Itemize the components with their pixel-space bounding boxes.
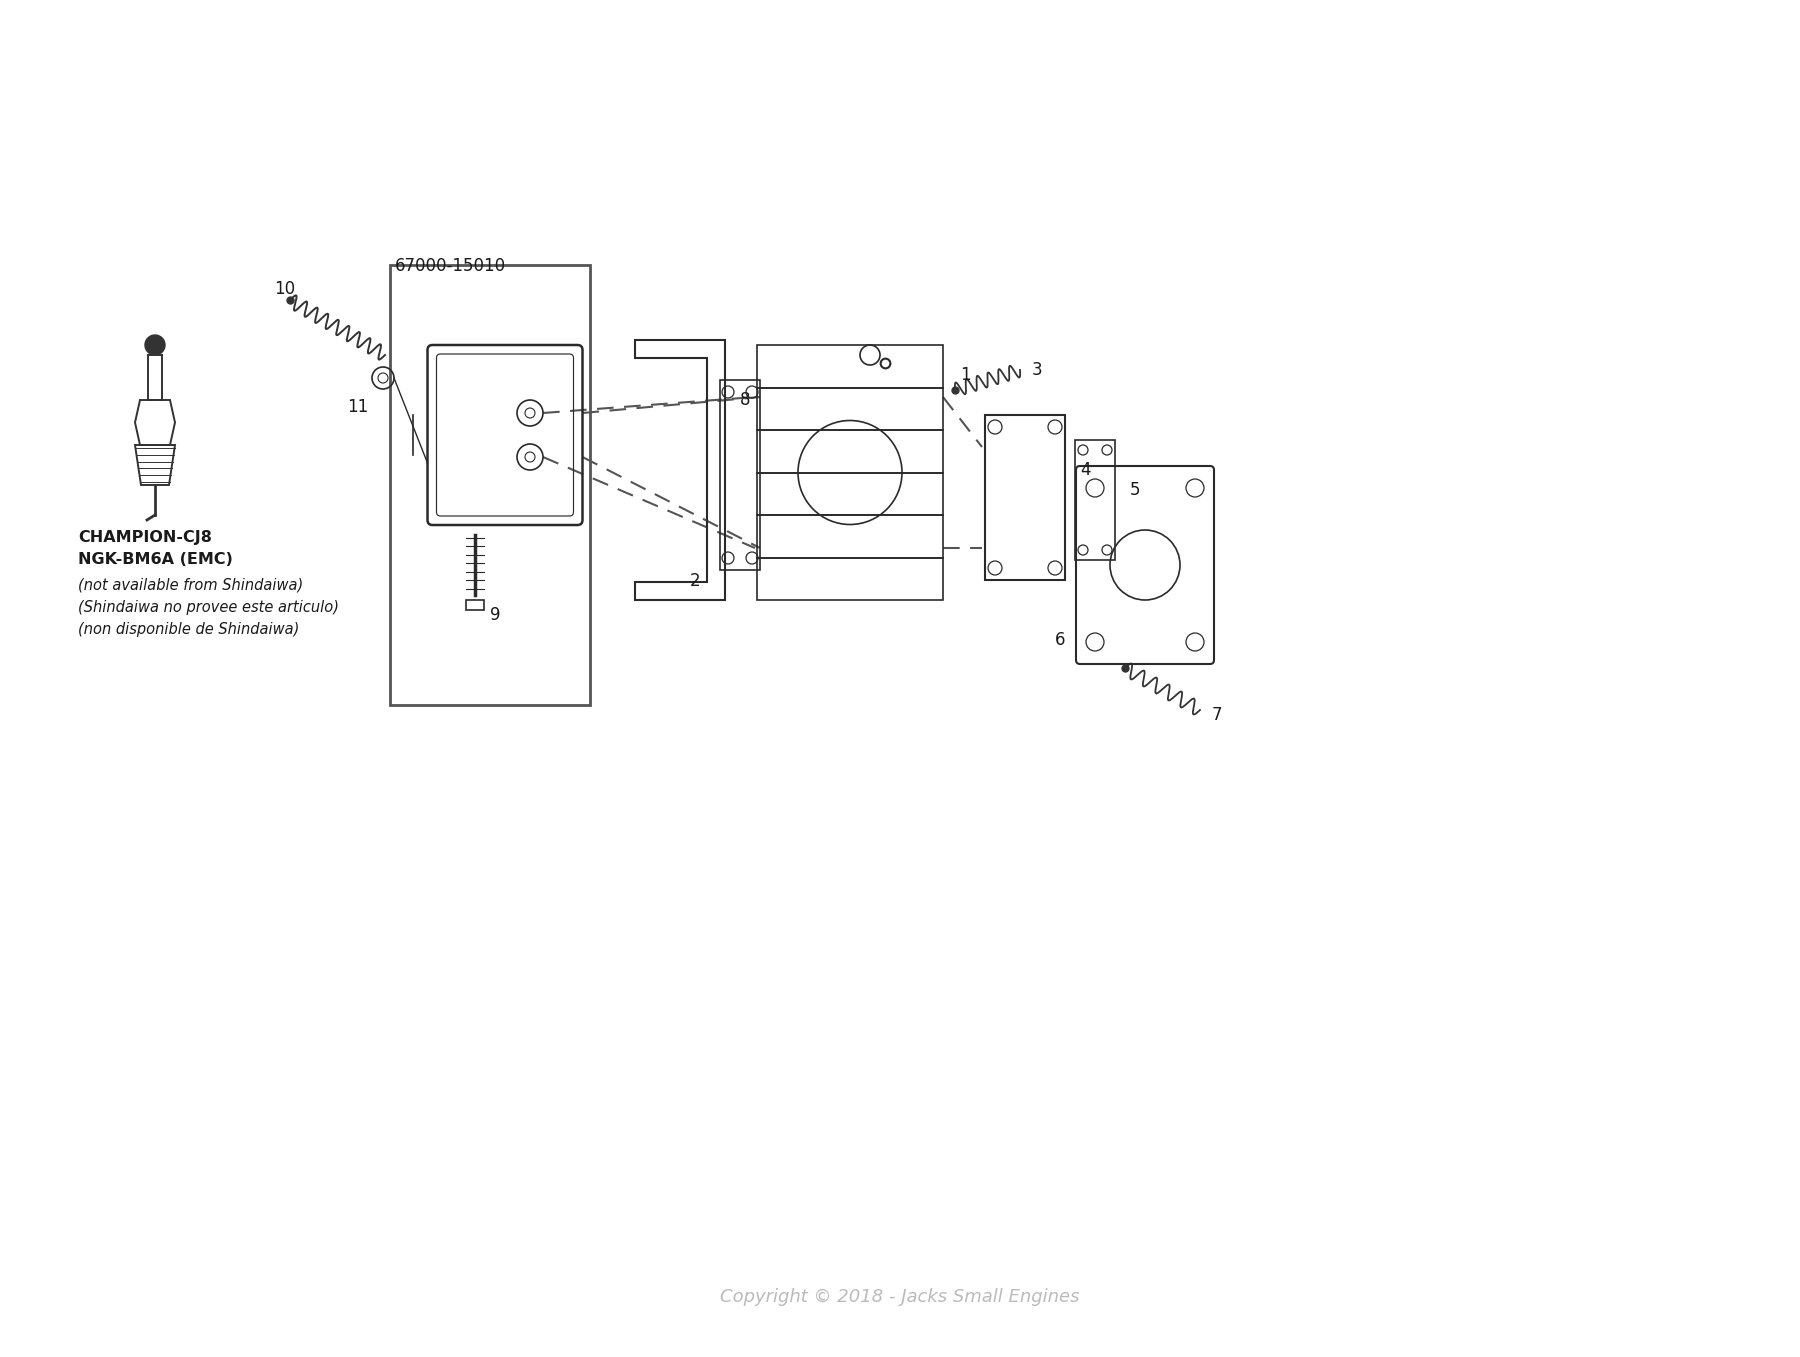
Bar <box>391 265 590 706</box>
Bar <box>758 430 943 472</box>
Text: 7: 7 <box>1211 706 1222 725</box>
Text: (non disponible de Shindaiwa): (non disponible de Shindaiwa) <box>77 622 299 636</box>
Bar <box>1075 440 1114 560</box>
Text: NGK-BM6A (EMC): NGK-BM6A (EMC) <box>77 552 232 567</box>
Text: 11: 11 <box>347 398 367 417</box>
Circle shape <box>146 335 166 356</box>
Text: CHAMPION-CJ8: CHAMPION-CJ8 <box>77 531 212 546</box>
Text: (Shindaiwa no provee este articulo): (Shindaiwa no provee este articulo) <box>77 600 338 615</box>
Text: 6: 6 <box>1055 631 1066 649</box>
Text: (not available from Shindaiwa): (not available from Shindaiwa) <box>77 578 302 593</box>
Text: 4: 4 <box>1080 461 1091 479</box>
Bar <box>758 558 943 600</box>
Text: 8: 8 <box>740 391 751 408</box>
Bar <box>758 516 943 558</box>
Bar <box>985 415 1066 579</box>
Text: 67000-15010: 67000-15010 <box>394 256 506 275</box>
Text: 1: 1 <box>959 366 970 384</box>
Bar <box>148 356 162 400</box>
Bar <box>758 388 943 430</box>
Text: 3: 3 <box>1031 361 1042 379</box>
Text: 10: 10 <box>274 280 295 299</box>
Bar <box>758 345 943 388</box>
Text: 5: 5 <box>1130 480 1141 499</box>
Text: 9: 9 <box>490 607 500 624</box>
Text: Copyright © 2018 - Jacks Small Engines: Copyright © 2018 - Jacks Small Engines <box>720 1288 1080 1305</box>
Bar <box>466 600 484 611</box>
Text: 2: 2 <box>689 573 700 590</box>
Bar <box>758 472 943 516</box>
Bar <box>720 380 760 570</box>
